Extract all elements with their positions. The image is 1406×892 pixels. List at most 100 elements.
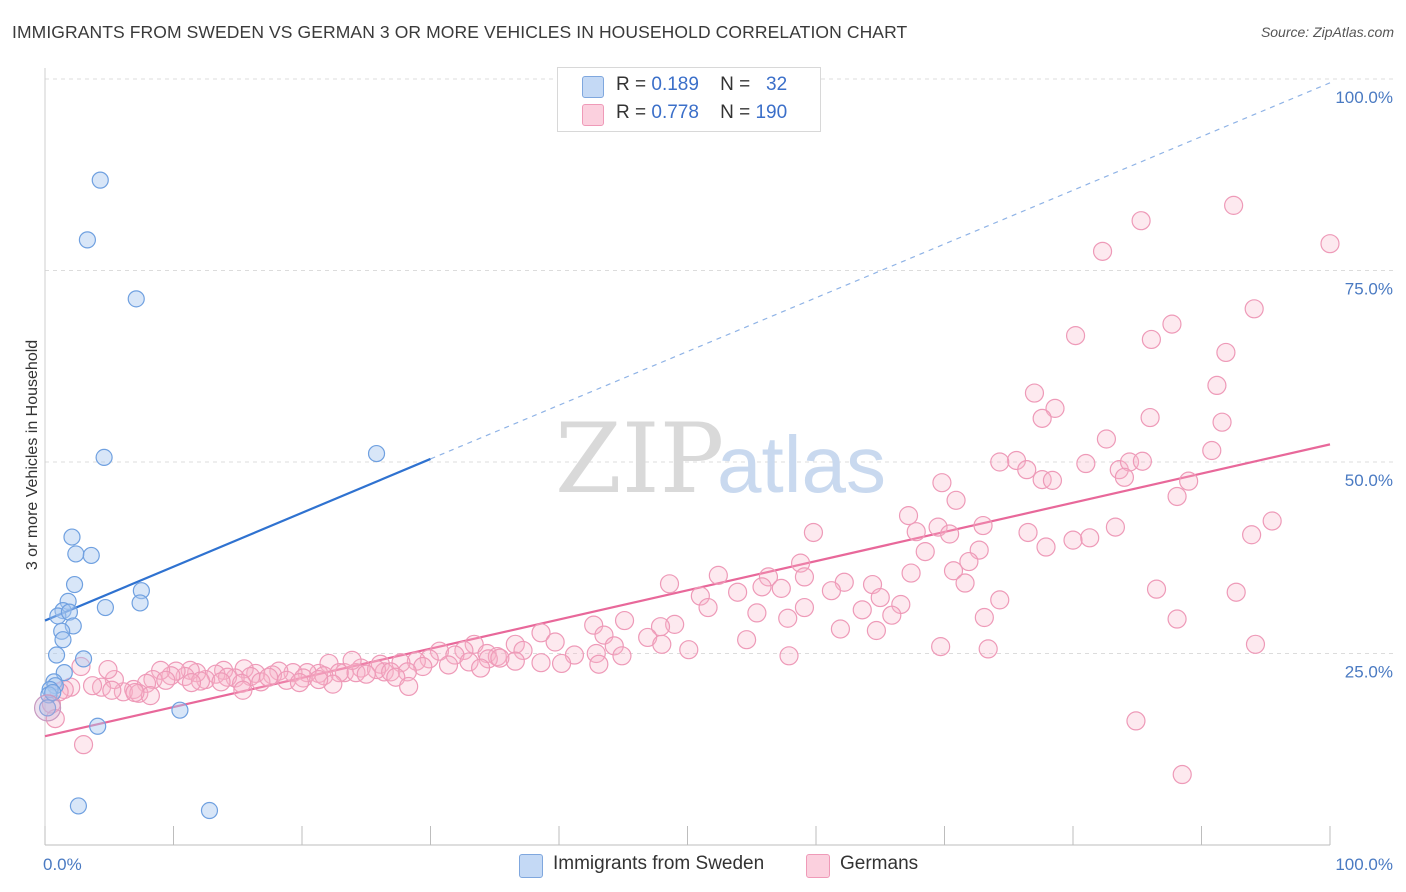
germans-point	[1162, 314, 1182, 334]
germans-point	[1032, 470, 1052, 490]
germans-point	[1076, 453, 1096, 474]
sweden-trend-line	[44, 457, 431, 622]
chart-title: IMMIGRANTS FROM SWEDEN VS GERMAN 3 OR MO…	[12, 22, 908, 42]
sweden-point	[82, 546, 100, 565]
germans-point	[140, 686, 160, 706]
sweden-point	[132, 582, 150, 600]
legend-n-value: 32	[766, 74, 788, 95]
sweden-point	[171, 701, 189, 719]
germans-point	[604, 636, 624, 656]
germans-point	[652, 634, 672, 654]
sweden-point	[127, 290, 145, 308]
germans-point	[690, 586, 710, 606]
sweden-point	[74, 650, 93, 668]
germans-point	[346, 663, 366, 683]
germans-point	[794, 597, 815, 618]
germans-point	[505, 651, 525, 671]
germans-point	[898, 506, 919, 526]
germans-point	[1063, 530, 1083, 550]
sweden-point	[47, 646, 66, 664]
y-tick-labels: 25.0% 50.0% 75.0% 100.0%	[1335, 88, 1393, 682]
sweden-point	[67, 545, 85, 563]
germans-point	[747, 603, 767, 623]
sweden-point	[38, 699, 57, 717]
germans-point	[399, 676, 419, 697]
germans-point	[589, 654, 609, 674]
germans-point	[906, 522, 926, 542]
germans-point	[1167, 609, 1187, 629]
y-tick-label: 50.0%	[1345, 471, 1393, 490]
germans-point	[1146, 579, 1167, 599]
germans-point	[438, 655, 459, 675]
germans-point	[309, 669, 329, 690]
y-tick-label: 75.0%	[1345, 280, 1393, 299]
germans-point	[990, 452, 1010, 472]
germans-point	[397, 662, 417, 682]
germans-point	[471, 658, 491, 678]
germans-point	[870, 587, 890, 608]
germans-point	[102, 680, 122, 700]
legend-n-label: N =	[720, 74, 751, 95]
germans-point	[1242, 525, 1262, 545]
germans-point	[1262, 511, 1282, 531]
germans-point	[1167, 486, 1187, 507]
germans-point	[329, 663, 349, 683]
x-tick-label: 0.0%	[43, 855, 82, 874]
sweden-point	[95, 448, 113, 467]
germans-point	[1131, 211, 1151, 231]
germans-point	[258, 667, 279, 687]
legend-swatch-sweden	[582, 76, 604, 98]
germans-point	[1207, 375, 1227, 395]
germans-point	[728, 582, 748, 602]
legend-r-value: 0.778	[651, 102, 699, 123]
germans-point	[830, 619, 851, 639]
germans-point	[1172, 764, 1192, 785]
germans-point	[459, 652, 479, 672]
germans-point	[233, 680, 253, 700]
germans-point	[612, 646, 632, 666]
germans-point	[505, 634, 525, 654]
germans-point	[323, 674, 343, 694]
bottom-legend-swatch-germans	[806, 854, 830, 878]
germans-point	[946, 490, 966, 510]
germans-point	[429, 641, 450, 661]
germans-point	[1244, 299, 1264, 319]
germans-point	[73, 735, 94, 755]
germans-point	[852, 600, 872, 620]
germans-point	[342, 650, 362, 670]
y-tick-label: 100.0%	[1335, 88, 1393, 107]
germans-point	[289, 673, 310, 693]
germans-point	[1017, 460, 1037, 480]
legend-r-label: R =	[616, 74, 647, 95]
x-tick-label: 100.0%	[1335, 855, 1393, 874]
germans-point	[513, 640, 533, 661]
watermark-zip: ZIP	[555, 403, 724, 515]
germans-point	[614, 610, 635, 631]
germans-point	[679, 640, 699, 660]
germans-point	[1096, 429, 1117, 449]
germans-point	[1032, 408, 1052, 428]
germans-point	[1179, 471, 1199, 491]
chart-source: Source: ZipAtlas.com	[1260, 24, 1394, 40]
legend-r-label: R =	[616, 102, 647, 123]
germans-point	[1245, 634, 1266, 654]
germans-point	[901, 563, 921, 583]
germans-point	[821, 581, 842, 601]
sweden-point	[78, 231, 97, 249]
germans-point	[454, 640, 474, 661]
germans-point	[882, 605, 902, 625]
germans-point	[1092, 241, 1113, 261]
sweden-point	[44, 683, 62, 702]
germans-point	[232, 673, 252, 693]
legend-swatch-germans	[582, 104, 604, 126]
germans-point	[1105, 517, 1126, 537]
sweden-point	[367, 444, 386, 463]
sweden-point	[91, 171, 109, 189]
germans-point	[943, 561, 964, 581]
germans-point	[211, 672, 231, 692]
germans-point	[1080, 528, 1100, 548]
bottom-legend-swatch-sweden	[519, 854, 543, 878]
germans-point	[125, 682, 145, 703]
trend-lines	[44, 82, 1331, 738]
germans-point	[928, 517, 948, 537]
